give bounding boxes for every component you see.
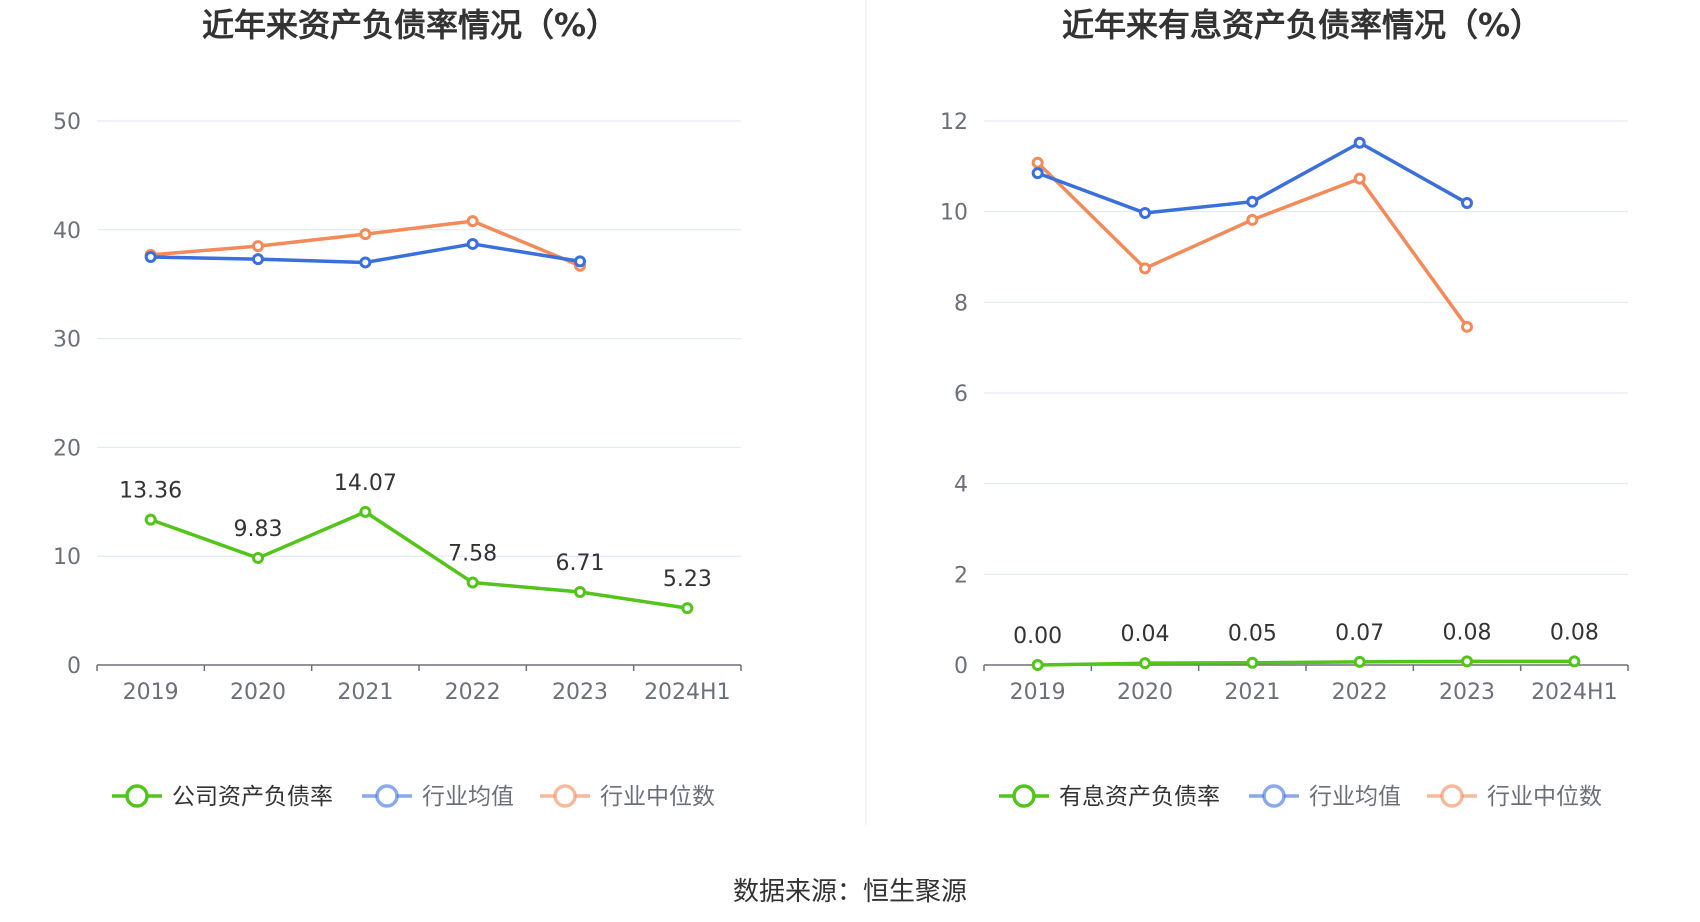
legend-label: 行业均值 [422,784,514,810]
data-point[interactable] [1139,657,1151,670]
legend-marker-icon [1012,784,1036,808]
y-tick-label: 40 [53,219,81,244]
legend-label: 行业均值 [1309,784,1401,810]
data-label: 0.00 [1013,624,1062,649]
data-point[interactable] [359,228,372,241]
data-point[interactable] [359,256,372,269]
data-point[interactable] [359,505,372,518]
data-point[interactable] [1246,213,1259,226]
data-label: 0.07 [1335,621,1384,646]
chart-title: 近年来有息资产负债率情况（%） [1062,6,1542,44]
x-tick-label: 2021 [1224,680,1280,705]
data-label: 14.07 [334,471,397,496]
legend-item-1[interactable]: 有息资产负债率 [999,784,1220,810]
data-point[interactable] [252,240,264,253]
y-tick-label: 0 [954,654,968,679]
series-line-1 [150,510,688,610]
x-tick-label: 2021 [337,680,393,705]
legend-marker-icon [375,784,399,808]
y-tick-label: 6 [954,382,968,407]
y-tick-label: 30 [53,328,81,353]
legend-item-3[interactable]: 行业中位数 [540,784,715,810]
x-tick-label: 2019 [1010,680,1066,705]
chart-panel-1: 近年来资产负债率情况（%） 0 10 20 30 40 50 2019 2020 2021 2022… [53,6,742,810]
x-tick-label: 2023 [552,680,608,705]
data-label: 0.04 [1121,622,1170,647]
y-tick-label: 10 [53,545,81,570]
y-tick-label: 2 [954,563,968,588]
legend-marker-icon [1440,784,1464,808]
data-point[interactable] [1461,320,1473,333]
chart-panel-2: 近年来有息资产负债率情况（%） 0 2 4 6 8 10 12 2019 2020 2021 2022… [940,6,1629,810]
series-line-1 [1037,659,1575,667]
data-point[interactable] [681,602,694,615]
legend-marker-icon [553,784,577,808]
legend-label: 行业中位数 [1487,784,1602,810]
data-point[interactable] [1031,167,1044,180]
x-tick-label: 2022 [1332,680,1388,705]
x-tick-label: 2020 [230,680,286,705]
x-tick-label: 2022 [445,680,501,705]
x-tick-label: 2019 [123,680,179,705]
y-tick-label: 12 [940,110,968,135]
legend-marker-icon [1262,784,1286,808]
x-tick-label: 2024H1 [1531,680,1618,705]
data-label: 13.36 [119,479,182,504]
data-label: 5.23 [663,567,712,592]
y-tick-label: 8 [954,291,968,316]
data-label: 6.71 [556,551,605,576]
data-point[interactable] [1031,156,1044,169]
legend-label: 行业中位数 [600,784,715,810]
y-tick-label: 4 [954,473,968,498]
data-point[interactable] [1246,195,1259,208]
legend-item-2[interactable]: 行业均值 [1249,784,1401,810]
data-point[interactable] [1461,197,1473,210]
y-tick-label: 10 [940,201,968,226]
x-tick-label: 2024H1 [644,680,731,705]
data-point[interactable] [466,215,479,228]
x-tick-label: 2023 [1439,680,1495,705]
y-tick-label: 20 [53,436,81,461]
data-label: 0.05 [1228,622,1277,647]
chart-title: 近年来资产负债率情况（%） [202,6,618,44]
data-point[interactable] [1031,659,1044,671]
data-point[interactable] [1139,262,1151,275]
legend-marker-icon [125,784,149,808]
data-point[interactable] [144,251,157,263]
data-point[interactable] [574,585,586,598]
legend-label: 有息资产负债率 [1059,784,1220,810]
data-label: 0.08 [1443,620,1492,645]
data-point[interactable] [574,255,586,268]
data-point[interactable] [1353,655,1366,668]
data-label: 9.83 [234,517,283,542]
data-point[interactable] [1353,136,1366,149]
legend-item-3[interactable]: 行业中位数 [1427,784,1602,810]
data-point[interactable] [1246,656,1259,669]
legend-item-2[interactable]: 行业均值 [362,784,514,810]
data-label: 7.58 [448,542,497,567]
data-point[interactable] [466,576,479,589]
legend-item-1[interactable]: 公司资产负债率 [112,784,333,810]
legend-label: 公司资产负债率 [172,784,333,810]
y-tick-label: 50 [53,110,81,135]
data-source-note: 数据来源：恒生聚源 [733,877,967,907]
data-label: 0.08 [1550,620,1599,645]
y-tick-label: 0 [67,654,81,679]
data-point[interactable] [144,513,157,526]
data-point[interactable] [1568,655,1581,668]
data-point[interactable] [466,237,479,250]
x-tick-label: 2020 [1117,680,1173,705]
data-point[interactable] [1461,655,1473,668]
data-point[interactable] [1353,172,1366,185]
data-point[interactable] [252,552,264,565]
data-point[interactable] [252,253,264,266]
data-point[interactable] [1139,207,1151,220]
